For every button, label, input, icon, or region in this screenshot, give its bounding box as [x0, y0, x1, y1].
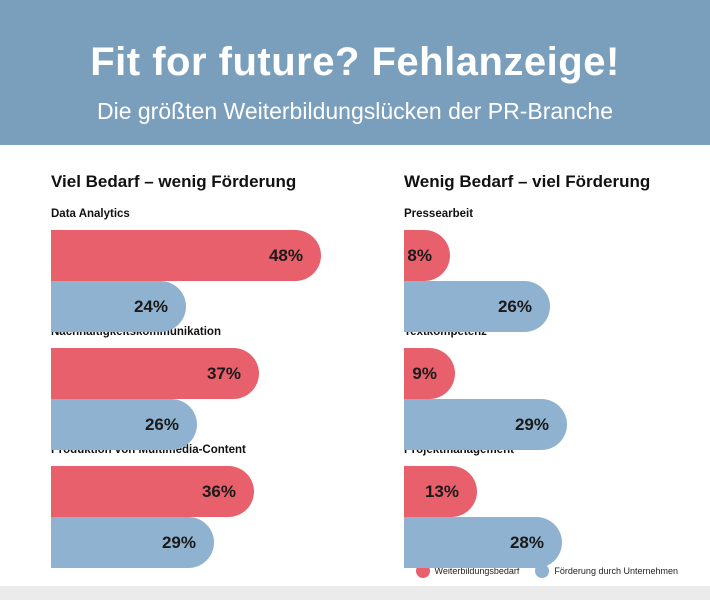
chart-item: Pressearbeit 26% 8% — [404, 208, 704, 332]
bar-bedarf: 13% — [404, 466, 477, 517]
header-banner: Fit for future? Fehlanzeige! Die größten… — [0, 0, 710, 145]
chart-item: Data Analytics 24% 48% — [51, 208, 351, 332]
bar-bedarf: 37% — [51, 348, 259, 399]
legend-label-bedarf: Weiterbildungsbedarf — [434, 566, 520, 576]
page-title: Fit for future? Fehlanzeige! — [90, 40, 620, 84]
bar-bedarf: 9% — [404, 348, 455, 399]
bar-bedarf: 36% — [51, 466, 254, 517]
bar-foerderung: 29% — [51, 517, 214, 568]
data-label: 26% — [144, 415, 179, 434]
legend-entry-foerderung: Förderung durch Unternehmen — [535, 564, 678, 578]
chart-panel-viel-bedarf: Viel Bedarf – wenig Förderung Data Analy… — [51, 172, 351, 568]
data-label: 13% — [424, 482, 459, 501]
bar-foerderung: 24% — [51, 281, 186, 332]
chart-item: Textkompetenz 29% 9% — [404, 326, 704, 450]
page-subtitle: Die größten Weiterbildungslücken der PR-… — [96, 98, 614, 124]
data-label: 48% — [268, 246, 303, 265]
chart-item: Nachhaltigkeitskommunikation 26% 37% — [51, 326, 351, 450]
bar-bedarf: 8% — [404, 230, 450, 281]
chart-title: Wenig Bedarf – viel Förderung — [404, 172, 651, 191]
data-label: 29% — [514, 415, 549, 434]
chart-panel-wenig-bedarf: Wenig Bedarf – viel Förderung Pressearbe… — [404, 172, 704, 568]
legend-label-foerderung: Förderung durch Unternehmen — [554, 566, 678, 576]
category-label: Pressearbeit — [404, 208, 474, 220]
data-label: 8% — [407, 246, 432, 265]
category-label: Data Analytics — [51, 208, 130, 220]
bar-foerderung: 28% — [404, 517, 562, 568]
bar-bedarf: 48% — [51, 230, 321, 281]
bar-foerderung: 29% — [404, 399, 567, 450]
chart-item: Projektmanagement 28% 13% — [404, 444, 704, 568]
data-label: 9% — [412, 364, 437, 383]
data-label: 37% — [206, 364, 241, 383]
bar-foerderung: 26% — [51, 399, 197, 450]
data-label: 26% — [497, 297, 532, 316]
footer-strip — [0, 586, 710, 600]
data-label: 28% — [509, 533, 544, 552]
data-label: 24% — [133, 297, 168, 316]
data-label: 29% — [161, 533, 196, 552]
data-label: 36% — [201, 482, 236, 501]
chart-title: Viel Bedarf – wenig Förderung — [51, 172, 297, 191]
chart-item: Produktion von Multimedia-Content 29% 36% — [51, 444, 351, 568]
bar-foerderung: 26% — [404, 281, 550, 332]
